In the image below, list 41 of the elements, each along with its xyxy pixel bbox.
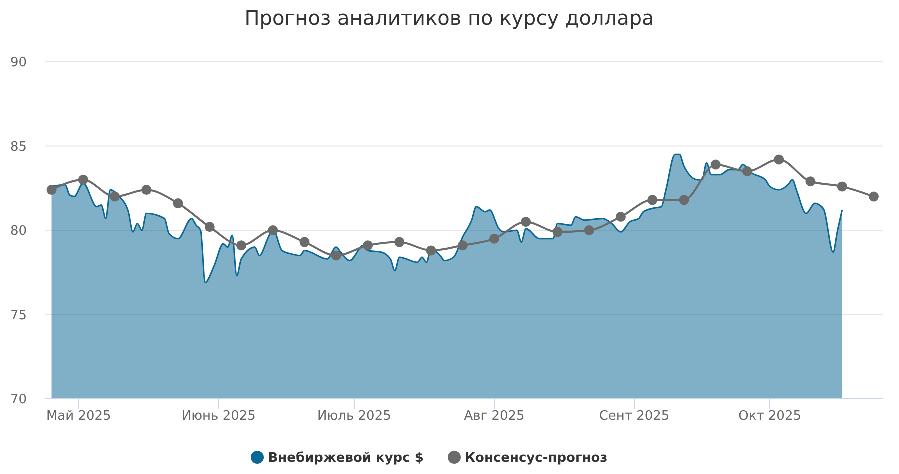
point [236,240,247,251]
point [458,240,468,251]
point [616,212,626,222]
point [648,195,658,206]
point [426,246,436,256]
point [868,192,879,202]
y-tick-label: 85 [10,140,27,155]
point [78,174,88,185]
x-tick-label: Окт 2025 [738,409,802,424]
point [300,237,310,248]
point [742,166,752,177]
x-tick-label: Сент 2025 [599,409,670,424]
point [552,227,563,238]
legend-label: Внебиржевой курс $ [268,451,424,466]
x-tick-label: Авг 2025 [464,409,525,424]
point [110,192,120,202]
point [363,240,374,251]
point [46,185,57,196]
x-tick-label: Июль 2025 [318,409,392,424]
y-tick-label: 75 [10,308,27,324]
point [521,217,532,228]
point [679,195,690,206]
x-tick-label: Июнь 2025 [182,409,256,424]
point [489,234,500,244]
y-tick-label: 70 [10,392,27,408]
point [394,237,405,248]
point [204,222,215,232]
point [331,250,342,261]
y-tick-label: 90 [10,56,27,71]
point [268,226,278,236]
chart-title: Прогноз аналитиков по курсу доллара [244,5,656,31]
point [584,226,594,236]
x-tick-label: Май 2025 [46,409,112,424]
point [774,154,784,165]
point [142,185,152,196]
point [837,182,848,192]
point [173,198,184,209]
point [806,176,816,187]
y-tick-label: 80 [10,224,27,240]
legend-label: Консенсус-прогноз [464,451,608,466]
point [710,160,721,170]
